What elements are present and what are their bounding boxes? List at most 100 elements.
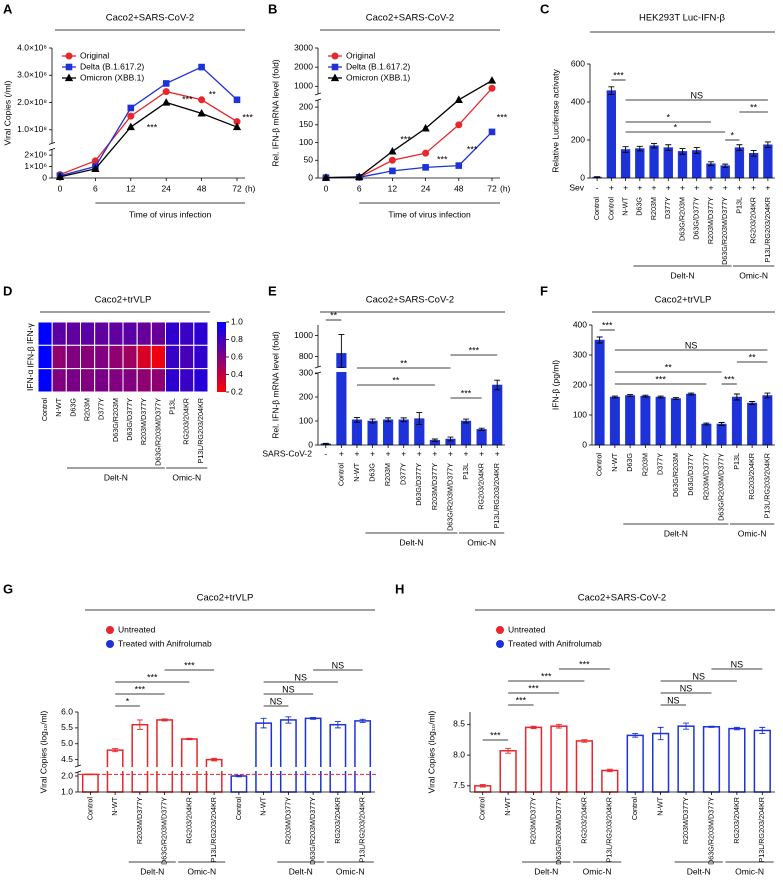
bar — [279, 719, 297, 793]
x-tick-label: Control — [595, 453, 604, 477]
treatment-sign: + — [417, 448, 422, 458]
x-tick-label: D63G/D377Y — [414, 463, 423, 506]
significance: *** — [602, 320, 613, 330]
error-bar — [555, 723, 562, 729]
heat-cell — [94, 321, 110, 346]
x-tick-label: N-WT — [656, 796, 665, 815]
significance: NS — [270, 696, 283, 706]
error-bar — [431, 438, 438, 442]
y-tick-label: 100 — [299, 415, 313, 425]
bar — [635, 148, 645, 179]
x-tick-label: D63G/R203M — [111, 398, 120, 442]
error-bar — [622, 146, 629, 153]
y-axis-label: Viral Copies (log₁₀/ml) — [426, 710, 436, 793]
x-tick-label: RG203/204KR — [579, 797, 588, 844]
error-bar — [642, 394, 649, 398]
x-axis-label: Time of virus infection — [388, 209, 471, 219]
error-bar — [733, 726, 740, 731]
significance: *** — [655, 374, 666, 384]
legend-label: Delta (B.1.617.2) — [346, 61, 410, 71]
legend-marker — [331, 63, 339, 71]
point — [488, 84, 496, 92]
treatment-sign: + — [652, 182, 657, 192]
group-label: Omic-N — [187, 866, 216, 876]
colorbar-label: 0.2 — [231, 386, 243, 396]
legend-label: Omicron (XBB.1) — [346, 72, 410, 82]
bar — [702, 726, 721, 793]
significance: *** — [528, 683, 539, 693]
treatment-sign: + — [680, 182, 685, 192]
treatment-label: Sev — [569, 182, 584, 192]
significance: *** — [184, 660, 195, 670]
panel-letter: A — [3, 1, 13, 16]
series-line — [59, 101, 238, 178]
x-tick-label: 12 — [388, 183, 398, 193]
group-label: Delt-N — [289, 866, 313, 876]
error-bar — [359, 718, 366, 723]
panel-title: Caco2+SARS-CoV-2 — [366, 295, 454, 306]
x-tick-label: N-WT — [54, 397, 63, 416]
x-tick-label: D377Y — [97, 398, 106, 420]
significance: NS — [332, 660, 345, 670]
x-tick-label: P13L — [734, 197, 743, 214]
bar — [731, 396, 742, 446]
bar — [106, 749, 124, 793]
treatment-sign: + — [723, 182, 728, 192]
x-unit: (h) — [500, 183, 511, 193]
legend-marker — [106, 640, 114, 648]
significance: ** — [750, 102, 758, 112]
axis-break — [314, 368, 505, 372]
point — [422, 149, 430, 157]
error-bar — [505, 747, 512, 754]
y-tick-label: 0 — [308, 439, 313, 449]
point — [454, 95, 463, 103]
x-tick-label: P13L/RG203/204KR — [358, 797, 367, 863]
y-tick-label: 5.5 — [61, 722, 73, 732]
point — [388, 156, 396, 164]
significance: NS — [294, 672, 307, 682]
bar — [383, 419, 394, 446]
x-tick-label: D63G/R203M/D377Y — [706, 797, 715, 865]
x-tick-label: R203M — [649, 197, 658, 220]
x-tick-label: R203M/D377Y — [430, 463, 439, 510]
panel-letter: D — [3, 283, 12, 298]
bar — [692, 150, 702, 179]
x-tick-label: N-WT — [620, 196, 629, 215]
x-tick-label: 48 — [454, 183, 464, 193]
x-tick-label: 24 — [421, 183, 431, 193]
legend-label: Untreated — [508, 624, 546, 634]
bar — [649, 145, 659, 179]
group-label: Delt-N — [534, 866, 558, 876]
error-bar — [636, 145, 643, 152]
error-bar — [235, 774, 242, 778]
x-tick-label: RG203/204KR — [333, 797, 342, 844]
significance: ** — [749, 352, 757, 362]
legend-label: Delta (B.1.617.2) — [80, 61, 144, 71]
error-bar — [657, 726, 664, 741]
y-axis-label: Viral Copies (log₁₀/ml) — [38, 710, 48, 793]
x-tick-label: D63G/R203M/D377Y — [445, 463, 454, 531]
significance: NS — [690, 90, 703, 100]
group-label: Delt-N — [670, 270, 694, 280]
x-tick-label: 72 — [487, 183, 497, 193]
x-tick-label: RG203/204KR — [747, 453, 756, 500]
x-tick-label: D63G — [367, 463, 376, 482]
error-bar — [707, 161, 714, 167]
x-tick-label: RG203/204KR — [732, 797, 741, 844]
panel-title: Caco2+SARS-CoV-2 — [578, 593, 666, 604]
error-bar — [693, 147, 700, 154]
error-bar — [594, 176, 601, 178]
point — [355, 172, 364, 181]
break-mark — [314, 92, 322, 96]
heat-cell — [80, 368, 96, 393]
x-tick-label: D63G — [68, 398, 77, 417]
bar — [670, 398, 681, 446]
significance: *** — [516, 695, 527, 705]
error-bar — [764, 141, 771, 149]
bar — [524, 726, 543, 793]
error-bar — [750, 150, 757, 157]
point — [126, 122, 135, 131]
error-bar — [596, 336, 603, 344]
x-tick-label: R203M/D377Y — [701, 453, 710, 500]
